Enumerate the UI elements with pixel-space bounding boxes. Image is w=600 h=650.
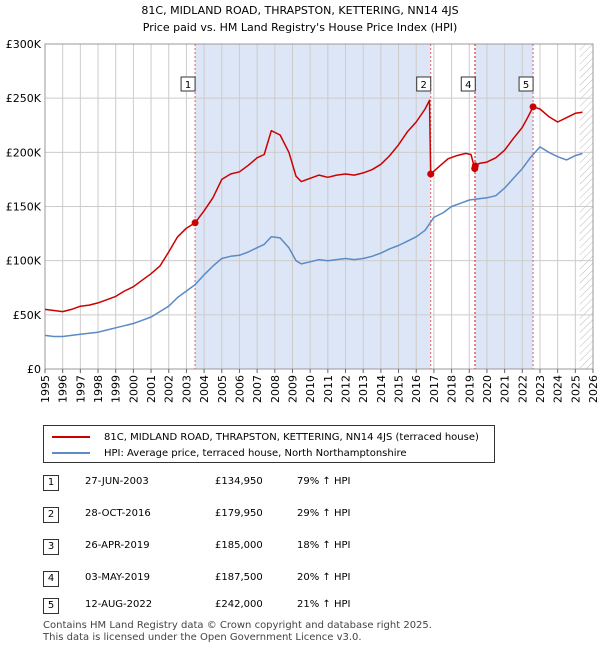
x-tick-label: 2016	[410, 375, 423, 403]
transaction-row: 2 28-OCT-2016 £179,950 29% ↑ HPI	[43, 507, 563, 523]
x-tick-label: 2020	[481, 375, 494, 403]
x-tick-label: 2013	[357, 375, 370, 403]
transaction-row: 4 03-MAY-2019 £187,500 20% ↑ HPI	[43, 571, 563, 587]
x-tick-label: 2014	[375, 375, 388, 403]
x-tick-label: 2006	[233, 375, 246, 403]
x-tick-label: 2017	[428, 375, 441, 403]
price-chart: 81C, MIDLAND ROAD, THRAPSTON, KETTERING,…	[6, 4, 600, 403]
legend-item-hpi: HPI: Average price, terraced house, Nort…	[52, 446, 407, 460]
legend-price-label: 81C, MIDLAND ROAD, THRAPSTON, KETTERING,…	[104, 431, 479, 443]
x-tick-label: 2021	[499, 375, 512, 403]
transaction-number-badge: 2	[43, 507, 59, 523]
sale-marker-box	[460, 76, 476, 92]
x-tick-label: 2007	[251, 375, 264, 403]
transaction-hpi: 79% ↑ HPI	[297, 476, 351, 487]
x-tick-label: 2001	[145, 375, 158, 403]
x-tick-label: 2005	[216, 375, 229, 403]
plot-frame	[44, 43, 594, 370]
y-tick-label: £150K	[6, 201, 42, 214]
x-tick-label: 2009	[286, 375, 299, 403]
y-tick-label: £250K	[6, 92, 42, 105]
transaction-date: 03-MAY-2019	[85, 572, 151, 583]
sale-marker-box	[518, 76, 534, 92]
sale-point	[427, 170, 435, 178]
y-tick-label: £200K	[6, 146, 42, 159]
transaction-price: £134,950	[215, 476, 263, 487]
price-paid-line	[44, 99, 583, 313]
transaction-date: 27-JUN-2003	[85, 476, 149, 487]
sale-point	[191, 219, 199, 227]
transaction-price: £187,500	[215, 572, 263, 583]
x-tick-label: 2018	[446, 375, 459, 403]
sale-marker-box	[180, 76, 196, 92]
transaction-hpi: 18% ↑ HPI	[297, 540, 351, 551]
transaction-number-badge: 1	[43, 475, 59, 491]
x-tick-label: 2025	[569, 375, 582, 403]
transaction-hpi: 21% ↑ HPI	[297, 599, 351, 610]
transaction-date: 26-APR-2019	[85, 540, 150, 551]
legend-hpi-label: HPI: Average price, terraced house, Nort…	[104, 447, 407, 459]
x-tick-label: 2024	[552, 375, 565, 403]
hpi-line	[44, 146, 583, 338]
sale-marker-box	[416, 76, 432, 92]
x-tick-label: 2023	[534, 375, 547, 403]
transaction-number-badge: 5	[43, 598, 59, 614]
y-tick-label: £100K	[6, 255, 42, 268]
x-tick-label: 2008	[269, 375, 282, 403]
sale-marker-label: 4	[465, 80, 471, 91]
y-tick-label: £50K	[13, 309, 42, 322]
x-tick-label: 2015	[393, 375, 406, 403]
chart-subtitle: Price paid vs. HM Land Registry's House …	[143, 21, 458, 34]
x-tick-label: 1997	[74, 375, 87, 403]
x-tick-label: 2012	[340, 375, 353, 403]
sale-marker-label: 1	[185, 80, 191, 91]
transaction-hpi: 29% ↑ HPI	[297, 508, 351, 519]
footer-attribution: Contains HM Land Registry data © Crown c…	[43, 620, 432, 644]
y-tick-label: £0	[27, 363, 41, 376]
footer-copyright: Contains HM Land Registry data © Crown c…	[43, 620, 432, 631]
sale-point	[529, 103, 537, 111]
transaction-row: 1 27-JUN-2003 £134,950 79% ↑ HPI	[43, 475, 563, 491]
y-tick-label: £300K	[6, 38, 42, 51]
sale-point	[471, 162, 479, 170]
x-tick-label: 2003	[180, 375, 193, 403]
transaction-number-badge: 4	[43, 571, 59, 587]
x-tick-label: 1999	[110, 375, 123, 403]
x-tick-label: 2026	[587, 375, 600, 403]
x-tick-label: 1995	[39, 375, 52, 403]
x-tick-label: 1998	[92, 375, 105, 403]
transaction-hpi: 20% ↑ HPI	[297, 572, 351, 583]
transaction-price: £185,000	[215, 540, 263, 551]
transaction-price: £179,950	[215, 508, 263, 519]
x-tick-label: 2011	[322, 375, 335, 403]
transaction-row: 5 12-AUG-2022 £242,000 21% ↑ HPI	[43, 598, 563, 614]
x-tick-label: 2022	[516, 375, 529, 403]
x-tick-label: 1996	[57, 375, 70, 403]
transaction-number-badge: 3	[43, 539, 59, 555]
legend-price-swatch	[52, 436, 90, 438]
transaction-date: 28-OCT-2016	[85, 508, 151, 519]
transaction-date: 12-AUG-2022	[85, 599, 153, 610]
footer-licence: This data is licensed under the Open Gov…	[43, 632, 362, 643]
x-tick-label: 2004	[198, 375, 211, 403]
x-tick-label: 2010	[304, 375, 317, 403]
x-tick-label: 2002	[163, 375, 176, 403]
legend-item-price: 81C, MIDLAND ROAD, THRAPSTON, KETTERING,…	[52, 430, 479, 444]
chart-title: 81C, MIDLAND ROAD, THRAPSTON, KETTERING,…	[141, 4, 458, 17]
sale-marker-label: 5	[523, 80, 529, 91]
x-tick-label: 2019	[463, 375, 476, 403]
chart-legend: 81C, MIDLAND ROAD, THRAPSTON, KETTERING,…	[43, 425, 495, 463]
sale-marker-label: 2	[421, 80, 427, 91]
x-tick-label: 2000	[127, 375, 140, 403]
legend-hpi-swatch	[52, 452, 90, 454]
transaction-row: 3 26-APR-2019 £185,000 18% ↑ HPI	[43, 539, 563, 555]
transaction-price: £242,000	[215, 599, 263, 610]
